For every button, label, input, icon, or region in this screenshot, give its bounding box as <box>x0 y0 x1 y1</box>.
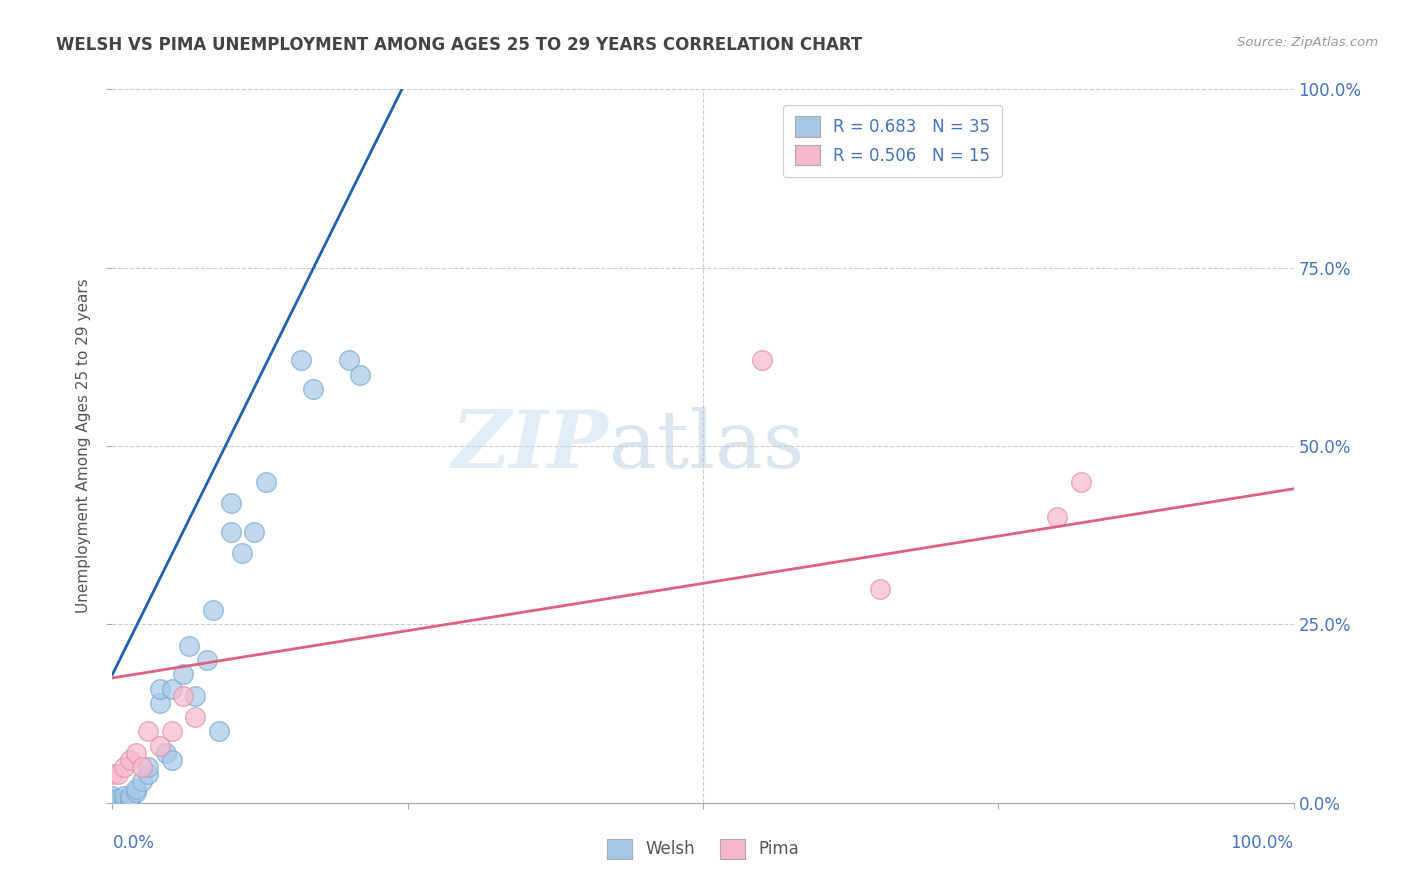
Point <box>219 496 242 510</box>
Point <box>125 746 148 760</box>
Text: 100.0%: 100.0% <box>1230 834 1294 852</box>
Text: atlas: atlas <box>609 407 804 485</box>
Point <box>120 792 142 806</box>
Point <box>302 382 325 396</box>
Point <box>120 753 142 767</box>
Point <box>149 739 172 753</box>
Text: Source: ZipAtlas.com: Source: ZipAtlas.com <box>1237 36 1378 49</box>
Point <box>751 353 773 368</box>
Legend: Welsh, Pima: Welsh, Pima <box>600 832 806 866</box>
Point <box>243 524 266 539</box>
Point <box>120 796 142 810</box>
Point <box>112 760 135 774</box>
Point <box>219 524 242 539</box>
Point <box>337 353 360 368</box>
Point <box>136 767 159 781</box>
Point <box>149 696 172 710</box>
Point <box>149 681 172 696</box>
Point <box>179 639 201 653</box>
Point <box>125 781 148 796</box>
Y-axis label: Unemployment Among Ages 25 to 29 years: Unemployment Among Ages 25 to 29 years <box>76 278 91 614</box>
Point <box>201 603 224 617</box>
Point <box>208 724 231 739</box>
Point <box>172 667 194 681</box>
Point <box>136 760 159 774</box>
Point <box>107 792 129 806</box>
Text: 0.0%: 0.0% <box>112 834 155 852</box>
Point <box>184 689 207 703</box>
Point <box>160 724 183 739</box>
Point <box>107 767 129 781</box>
Point <box>1046 510 1069 524</box>
Point <box>112 796 135 810</box>
Point <box>120 789 142 803</box>
Point <box>136 724 159 739</box>
Point <box>290 353 312 368</box>
Point <box>869 582 891 596</box>
Point <box>101 767 124 781</box>
Point <box>131 760 153 774</box>
Point <box>125 785 148 799</box>
Point <box>184 710 207 724</box>
Point <box>172 689 194 703</box>
Point <box>101 796 124 810</box>
Point <box>131 774 153 789</box>
Point <box>112 789 135 803</box>
Point <box>155 746 177 760</box>
Point <box>1070 475 1092 489</box>
Point <box>160 681 183 696</box>
Point <box>101 789 124 803</box>
Point <box>349 368 371 382</box>
Point <box>195 653 218 667</box>
Text: ZIP: ZIP <box>451 408 609 484</box>
Point <box>101 792 124 806</box>
Point <box>254 475 277 489</box>
Point <box>231 546 253 560</box>
Text: WELSH VS PIMA UNEMPLOYMENT AMONG AGES 25 TO 29 YEARS CORRELATION CHART: WELSH VS PIMA UNEMPLOYMENT AMONG AGES 25… <box>56 36 862 54</box>
Point <box>107 796 129 810</box>
Point <box>160 753 183 767</box>
